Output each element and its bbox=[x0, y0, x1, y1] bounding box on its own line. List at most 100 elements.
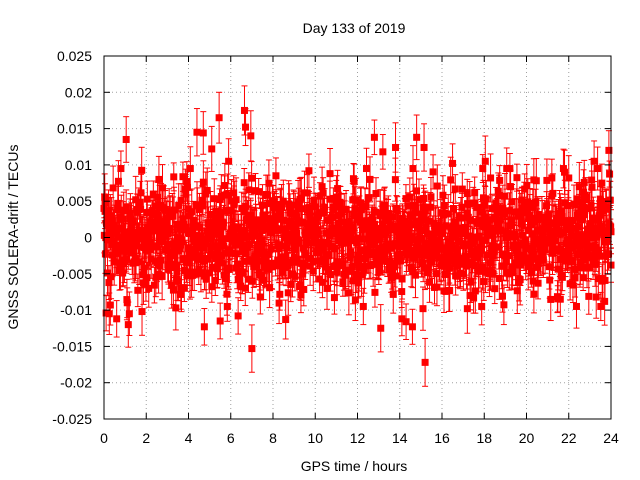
square-marker bbox=[340, 232, 348, 240]
square-marker bbox=[208, 231, 216, 239]
square-marker bbox=[372, 190, 380, 198]
square-marker bbox=[221, 249, 229, 257]
data-point bbox=[198, 185, 206, 216]
square-marker bbox=[138, 166, 146, 174]
square-marker bbox=[147, 255, 155, 263]
square-marker bbox=[105, 279, 113, 287]
data-point bbox=[169, 196, 177, 237]
square-marker bbox=[185, 212, 193, 220]
square-marker bbox=[105, 207, 113, 215]
square-marker bbox=[232, 196, 240, 204]
data-point bbox=[268, 244, 276, 290]
square-marker bbox=[120, 207, 128, 215]
square-marker bbox=[158, 237, 166, 245]
square-marker bbox=[446, 286, 454, 294]
square-marker bbox=[122, 203, 130, 211]
square-marker bbox=[175, 201, 183, 209]
square-marker bbox=[195, 265, 203, 273]
square-marker bbox=[145, 284, 153, 292]
square-marker bbox=[300, 245, 308, 253]
square-marker bbox=[156, 262, 164, 270]
square-marker bbox=[166, 254, 174, 262]
square-marker bbox=[384, 209, 392, 217]
square-marker bbox=[241, 227, 249, 235]
square-marker bbox=[429, 168, 437, 176]
square-marker bbox=[360, 266, 368, 274]
square-marker bbox=[248, 174, 256, 182]
square-marker bbox=[359, 302, 367, 310]
square-marker bbox=[363, 217, 371, 225]
square-marker bbox=[355, 264, 363, 272]
square-marker bbox=[319, 189, 327, 197]
square-marker bbox=[204, 255, 212, 263]
square-marker bbox=[433, 247, 441, 255]
square-marker bbox=[355, 212, 363, 220]
square-marker bbox=[108, 241, 116, 249]
square-marker bbox=[103, 232, 111, 240]
square-marker bbox=[265, 179, 273, 187]
square-marker bbox=[438, 225, 446, 233]
square-marker bbox=[448, 245, 456, 253]
square-marker bbox=[161, 206, 169, 214]
data-point bbox=[117, 150, 125, 187]
square-marker bbox=[234, 275, 242, 283]
square-marker bbox=[202, 190, 210, 198]
square-marker bbox=[240, 208, 248, 216]
data-point bbox=[275, 282, 283, 325]
square-marker bbox=[289, 220, 297, 228]
square-marker bbox=[154, 193, 162, 201]
square-marker bbox=[278, 203, 286, 211]
square-marker bbox=[410, 201, 418, 209]
square-marker bbox=[309, 267, 317, 275]
square-marker bbox=[222, 275, 230, 283]
square-marker bbox=[290, 201, 298, 209]
square-marker bbox=[409, 165, 417, 173]
square-marker bbox=[427, 193, 435, 201]
square-marker bbox=[323, 284, 331, 292]
square-marker bbox=[164, 230, 172, 238]
square-marker bbox=[447, 176, 455, 184]
square-marker bbox=[244, 275, 252, 283]
square-marker bbox=[177, 290, 185, 298]
square-marker bbox=[377, 224, 385, 232]
square-marker bbox=[242, 202, 250, 210]
data-point bbox=[223, 291, 231, 322]
square-marker bbox=[354, 251, 362, 259]
square-marker bbox=[330, 294, 338, 302]
square-marker bbox=[445, 257, 453, 265]
square-marker bbox=[356, 199, 364, 207]
square-marker bbox=[446, 238, 454, 246]
square-marker bbox=[369, 260, 377, 268]
square-marker bbox=[320, 209, 328, 217]
data-point bbox=[429, 154, 437, 190]
square-marker bbox=[352, 235, 360, 243]
square-marker bbox=[349, 277, 357, 285]
square-marker bbox=[119, 269, 127, 277]
square-marker bbox=[114, 206, 122, 214]
square-marker bbox=[273, 212, 281, 220]
square-marker bbox=[263, 222, 271, 230]
square-marker bbox=[354, 279, 362, 287]
square-marker bbox=[372, 230, 380, 238]
square-marker bbox=[284, 289, 292, 297]
square-marker bbox=[333, 193, 341, 201]
square-marker bbox=[215, 256, 223, 264]
square-marker bbox=[237, 230, 245, 238]
square-marker bbox=[411, 271, 419, 279]
square-marker bbox=[321, 203, 329, 211]
square-marker bbox=[153, 243, 161, 251]
square-marker bbox=[187, 227, 195, 235]
square-marker bbox=[437, 262, 445, 270]
square-marker bbox=[441, 270, 449, 278]
square-marker bbox=[445, 246, 453, 254]
square-marker bbox=[199, 202, 207, 210]
square-marker bbox=[370, 248, 378, 256]
square-marker bbox=[135, 258, 143, 266]
square-marker bbox=[376, 235, 384, 243]
square-marker bbox=[241, 284, 249, 292]
square-marker bbox=[113, 224, 121, 232]
square-marker bbox=[230, 199, 238, 207]
square-marker bbox=[389, 290, 397, 298]
square-marker bbox=[275, 299, 283, 307]
square-marker bbox=[276, 290, 284, 298]
